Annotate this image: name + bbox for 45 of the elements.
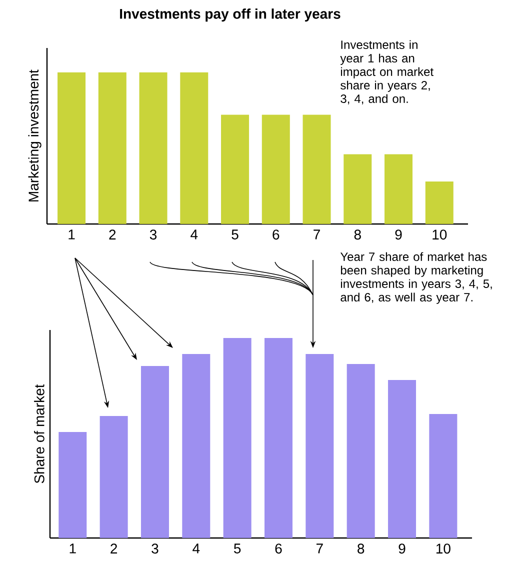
bar [58,432,87,538]
x-tick-label: 4 [192,544,200,554]
bar [346,364,375,538]
chart-title: Investments pay off in later years [120,8,340,22]
x-tick-label: 5 [232,230,238,240]
x-tick-label: 4 [190,230,198,240]
bar [264,338,292,538]
x-tick-label: 2 [110,544,118,554]
bar [58,72,86,224]
x-tick-label: 6 [272,230,280,240]
x-tick-label: 9 [395,230,402,240]
bar [384,154,413,224]
x-tick-label: 8 [358,544,364,554]
bar [223,338,252,538]
bar [262,114,290,224]
x-tick-label: 9 [398,544,406,554]
x-tick-label: 7 [314,230,320,240]
bar [425,182,454,224]
x-tick-label: 10 [432,230,447,240]
y-axis-title: Share of market [34,384,44,484]
x-tick-label: 5 [234,544,241,554]
text: Year 7 share of market has been shaped by marketing investments in years 3, 4, 5, and 6, as well as year 7. [340,252,492,304]
y-axis-title: Marketing investment [28,70,42,202]
bar [429,414,458,538]
bar [388,380,416,538]
x-tick-label: 1 [70,544,76,554]
annotation: Investments in year 1 has an impact on market share in years 2, 3, 4, and on. [340,40,434,104]
x-tick-label: 7 [316,544,323,554]
x-tick-label: 8 [354,230,361,240]
x-tick-label: 2 [109,230,116,240]
bar [344,154,372,224]
x-tick-label: 10 [436,544,450,554]
bar [100,416,128,538]
bar [140,366,169,538]
bar [221,114,250,224]
x-tick-label: 3 [152,544,158,554]
bar [302,114,331,224]
bar [306,354,334,538]
bar [98,72,126,224]
x-tick-label: 6 [275,544,282,554]
bar [182,354,210,538]
x-tick-label: 1 [68,230,75,240]
x-tick-label: 3 [150,230,157,240]
bar [139,72,168,224]
bar [180,72,208,224]
